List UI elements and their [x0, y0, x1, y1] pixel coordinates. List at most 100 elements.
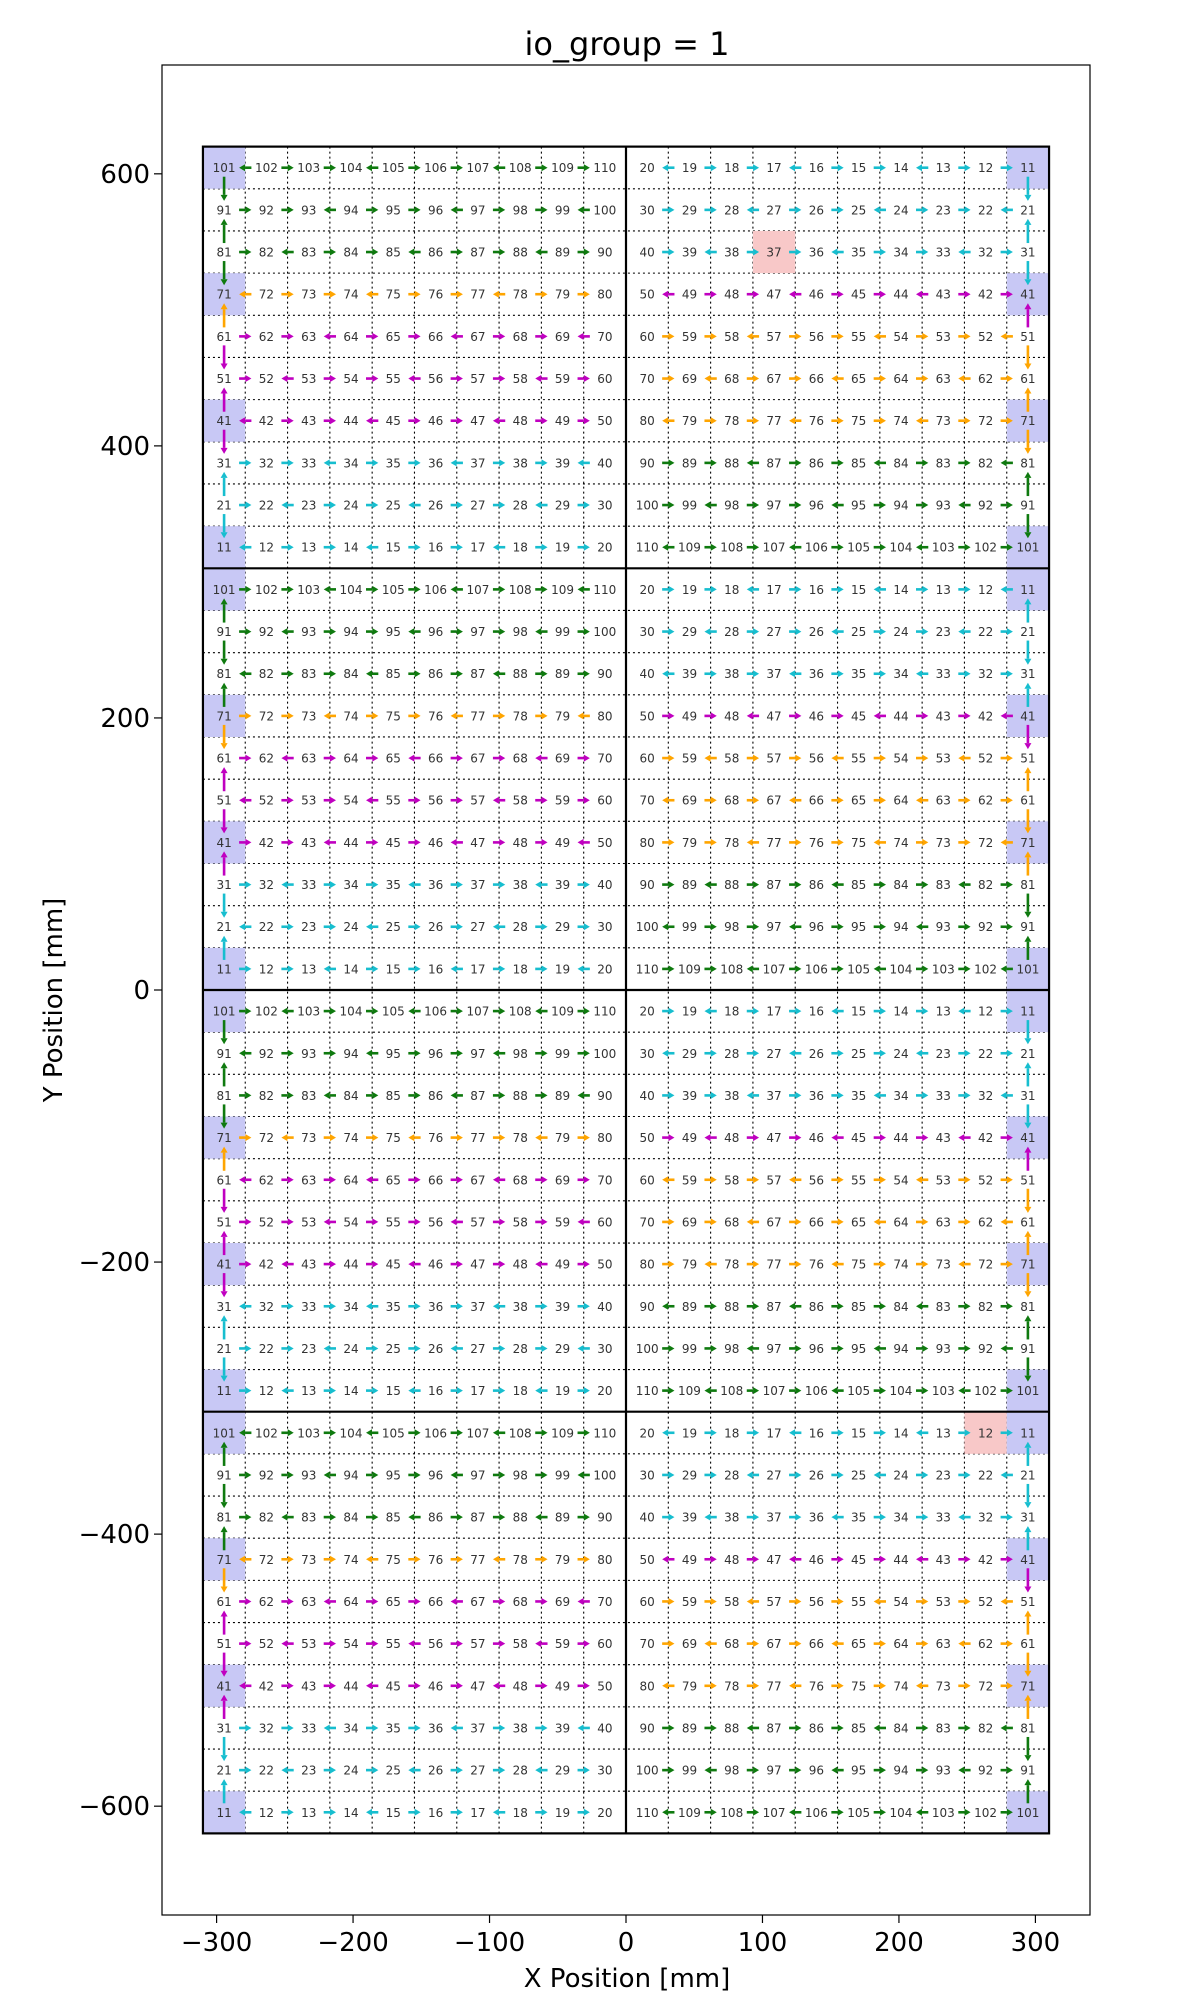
chip-label: 75 — [386, 709, 401, 723]
chip-label: 81 — [1020, 1300, 1035, 1314]
chip-label: 100 — [593, 1468, 616, 1482]
hydra-arrow-head — [583, 1513, 590, 1521]
chip-label: 11 — [216, 1806, 231, 1820]
chip-label: 82 — [259, 667, 274, 681]
chip-label: 52 — [978, 1595, 993, 1609]
hydra-arrow-head — [323, 1344, 330, 1352]
chip-label: 75 — [851, 414, 866, 428]
hydra-arrow-head — [795, 1513, 802, 1521]
chip-label: 45 — [386, 1258, 401, 1272]
chip-label: 103 — [297, 1426, 320, 1440]
hydra-arrow-head — [323, 1597, 330, 1605]
chip-label: 106 — [424, 583, 447, 597]
hydra-arrow-head — [245, 1260, 252, 1268]
hydra-arrow-head — [287, 1724, 294, 1732]
chip-label: 79 — [555, 709, 570, 723]
hydra-arrow-head — [408, 1513, 415, 1521]
chip-label: 29 — [682, 1468, 697, 1482]
hydra-arrow-head — [220, 447, 228, 454]
hydra-arrow-head — [746, 838, 753, 846]
chip-label: 88 — [724, 1300, 739, 1314]
hydra-arrow-head — [239, 543, 246, 551]
chip-label: 84 — [343, 246, 358, 260]
hydra-arrow-head — [1000, 965, 1007, 973]
chip-label: 90 — [597, 667, 612, 681]
chip-label: 46 — [428, 1679, 443, 1693]
hydra-arrow-head — [964, 1218, 971, 1226]
chip-label: 63 — [936, 1215, 951, 1229]
hydra-arrow-head — [1006, 1049, 1013, 1057]
y-tick-label: −200 — [79, 1248, 150, 1278]
chip-label: 32 — [259, 878, 274, 892]
hydra-arrow-head — [220, 303, 228, 310]
chip-label: 24 — [343, 499, 358, 513]
hydra-arrow-head — [583, 248, 590, 256]
chip-label: 100 — [636, 1764, 659, 1778]
chip-label: 73 — [301, 1553, 316, 1567]
chip-label: 19 — [682, 583, 697, 597]
chip-label: 18 — [513, 1806, 528, 1820]
chip-label: 88 — [513, 246, 528, 260]
chip-label: 35 — [386, 878, 401, 892]
hydra-arrow-head — [330, 248, 337, 256]
chip-label: 108 — [720, 541, 743, 555]
hydra-arrow-head — [499, 1344, 506, 1352]
chip-label: 102 — [255, 1005, 278, 1019]
chip-label: 74 — [893, 836, 908, 850]
hydra-arrow-head — [577, 1218, 584, 1226]
chip-label: 38 — [724, 1089, 739, 1103]
y-tick-label: −400 — [79, 1520, 150, 1550]
chip-label: 28 — [513, 920, 528, 934]
hydra-arrow-head — [535, 501, 542, 509]
hydra-arrow-head — [710, 1302, 717, 1310]
hydra-arrow-head — [577, 965, 584, 973]
hydra-arrow-head — [414, 1808, 421, 1816]
chip-label: 94 — [893, 499, 908, 513]
chip-label: 81 — [1020, 456, 1035, 470]
chip-label: 102 — [974, 541, 997, 555]
chip-label: 95 — [851, 1342, 866, 1356]
chip-label: 26 — [428, 1764, 443, 1778]
chip-label: 98 — [513, 1047, 528, 1061]
chip-label: 97 — [470, 625, 485, 639]
hydra-arrow-head — [220, 363, 228, 370]
chip-label: 57 — [766, 1173, 781, 1187]
chip-label: 59 — [682, 1173, 697, 1187]
hydra-arrow-head — [245, 1471, 252, 1479]
chip-label: 91 — [1020, 499, 1035, 513]
hydra-arrow-head — [330, 881, 337, 889]
hydra-arrow-head — [456, 1555, 463, 1563]
chip-label: 52 — [978, 752, 993, 766]
hydra-arrow-head — [330, 1682, 337, 1690]
chip-label: 12 — [978, 1005, 993, 1019]
chip-label: 36 — [809, 246, 824, 260]
hydra-arrow-head — [958, 375, 965, 383]
chip-label: 27 — [470, 499, 485, 513]
hydra-arrow-head — [535, 1387, 542, 1395]
hydra-arrow-head — [879, 670, 886, 678]
chip-label: 54 — [343, 1215, 358, 1229]
hydra-arrow-head — [372, 1344, 379, 1352]
hydra-arrow-head — [220, 1502, 228, 1509]
chip-label: 19 — [555, 962, 570, 976]
hydra-arrow-head — [372, 1724, 379, 1732]
hydra-arrow-head — [372, 1007, 379, 1015]
hydra-arrow-head — [964, 585, 971, 593]
chip-label: 92 — [978, 1342, 993, 1356]
hydra-arrow-head — [330, 923, 337, 931]
chip-label: 13 — [936, 583, 951, 597]
chip-label: 40 — [640, 1089, 655, 1103]
chip-label: 11 — [216, 1384, 231, 1398]
hydra-arrow-head — [1000, 1091, 1007, 1099]
chip-label: 57 — [470, 794, 485, 808]
hydra-arrow-head — [837, 1471, 844, 1479]
tile-boundary-layer — [201, 145, 1051, 1835]
hydra-arrow-head — [837, 923, 844, 931]
chip-label: 58 — [724, 752, 739, 766]
chip-label: 73 — [301, 288, 316, 302]
hydra-arrow-head — [499, 1218, 506, 1226]
hydra-arrow-head — [541, 1682, 548, 1690]
chip-label: 87 — [766, 878, 781, 892]
hydra-arrow-head — [958, 1007, 965, 1015]
chip-label: 61 — [1020, 1637, 1035, 1651]
